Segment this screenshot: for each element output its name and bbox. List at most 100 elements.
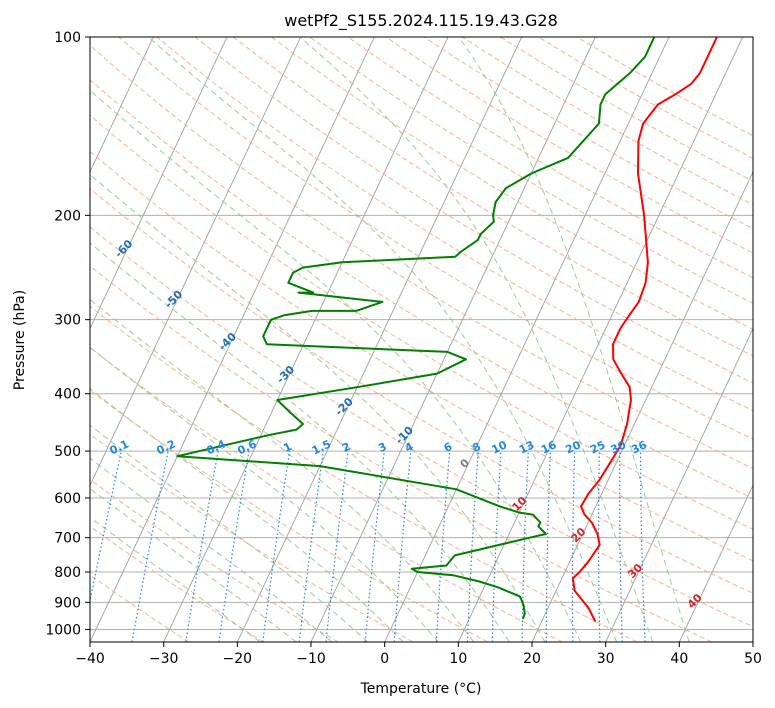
mixing-ratio-line xyxy=(90,450,122,604)
mixing-ratio-label: 1 xyxy=(281,440,293,455)
dry-adiabat-line xyxy=(90,389,488,642)
mixing-ratio-line xyxy=(571,451,576,642)
isotherm-label: -30 xyxy=(274,363,297,386)
plot-frame xyxy=(89,36,754,643)
x-tick-label: 10 xyxy=(449,651,467,667)
dry-adiabat-line xyxy=(90,433,414,642)
y-axis-ticks: 100 200 300 400 500 600 700 800 900 1000 xyxy=(45,30,90,638)
dry-adiabat-line xyxy=(309,37,753,304)
moist-adiabat-line xyxy=(90,516,261,642)
isotherm-line xyxy=(90,37,154,173)
moist-adiabat-line xyxy=(147,37,618,642)
y-tick-label: 900 xyxy=(54,595,81,611)
mixing-ratio-line xyxy=(466,451,479,642)
y-tick-label: 100 xyxy=(54,30,81,46)
x-tick-label: −20 xyxy=(223,651,253,667)
moist-adiabat-line xyxy=(90,298,475,642)
y-tick-label: 800 xyxy=(54,565,81,581)
x-axis-ticks: −40 −30 −20 −10 0 10 20 30 40 50 xyxy=(75,642,762,667)
moist-adiabat-line xyxy=(90,424,369,642)
dry-adiabat-line xyxy=(500,37,753,182)
isotherm-line xyxy=(236,37,523,642)
mixing-ratio-label: 8 xyxy=(470,440,482,455)
isotherm-line xyxy=(384,37,670,642)
isotherm-line xyxy=(163,37,449,642)
isotherm-line xyxy=(605,327,753,642)
annotation-layer: 0.10.20.40.611.52346810131620253036-100-… xyxy=(10,140,705,611)
y-tick-label: 1000 xyxy=(45,622,81,638)
dry-adiabat-line xyxy=(347,37,753,279)
isotherm-label: -10 xyxy=(393,424,416,447)
y-tick-label: 500 xyxy=(54,444,81,460)
mixing-ratio-label: 1.5 xyxy=(310,437,333,457)
mixing-ratio-line xyxy=(218,451,250,642)
mixing-ratio-line xyxy=(619,451,623,642)
moist-adiabat-line xyxy=(458,37,690,642)
isotherm-label: -50 xyxy=(162,288,185,311)
isotherm-line xyxy=(678,484,753,642)
dry-adiabat-line xyxy=(461,37,753,206)
moist-adiabat-line xyxy=(90,242,510,642)
isotherm-label: -80 xyxy=(10,140,33,163)
dry-adiabat-line xyxy=(90,574,190,642)
mixing-ratio-label: 0.4 xyxy=(205,437,228,457)
isotherm-line xyxy=(752,640,753,642)
mixing-ratio-label: 13 xyxy=(517,438,536,456)
moist-adiabat-line xyxy=(299,37,654,642)
mixing-ratio-line xyxy=(131,450,169,642)
temperature-profile-line xyxy=(571,37,718,623)
dry-adiabat-line xyxy=(538,37,753,159)
x-tick-label: 50 xyxy=(744,651,762,667)
dewpoint-profile-line xyxy=(176,37,656,620)
moist-adiabat-line xyxy=(90,388,404,642)
dry-adiabat-line xyxy=(90,79,753,499)
dry-adiabat-line xyxy=(90,478,339,642)
mixing-ratio-label: 36 xyxy=(629,438,649,456)
isotherm-line xyxy=(531,170,753,642)
mixing-ratio-line xyxy=(393,451,412,642)
mixing-ratio-line xyxy=(185,450,219,642)
x-axis-label: Temperature (°C) xyxy=(360,681,482,697)
dry-adiabat-line xyxy=(90,114,753,530)
y-axis-label: Pressure (hPa) xyxy=(12,290,28,390)
isotherm-line xyxy=(90,37,302,487)
mixing-ratio-label: 25 xyxy=(588,438,607,456)
isotherm-line xyxy=(90,37,375,642)
x-tick-label: 40 xyxy=(670,651,688,667)
mixing-ratio-label: 2 xyxy=(340,440,352,455)
mixing-ratio-line xyxy=(435,451,451,642)
moist-adiabat-line xyxy=(90,457,333,642)
isotherm-label: -60 xyxy=(112,237,135,260)
chart-title: wetPf2_S155.2024.115.19.43.G28 xyxy=(284,11,558,31)
dry-adiabat-line xyxy=(90,188,753,594)
mixing-ratio-line xyxy=(298,451,324,642)
y-tick-label: 200 xyxy=(54,208,81,224)
dry-adiabat-line xyxy=(576,37,753,137)
series-layer xyxy=(176,37,718,623)
y-tick-label: 400 xyxy=(54,387,81,403)
mixing-ratio-label: 6 xyxy=(442,440,455,455)
dry-adiabat-line xyxy=(90,44,753,470)
mixing-ratio-label: 16 xyxy=(539,438,559,456)
x-tick-label: −40 xyxy=(75,651,105,667)
mixing-ratio-label: 0.6 xyxy=(235,437,258,457)
y-tick-label: 300 xyxy=(54,313,81,329)
isotherm-label: -40 xyxy=(216,330,239,353)
dry-adiabat-line xyxy=(118,37,753,440)
y-tick-label: 600 xyxy=(54,491,81,507)
isotherm-line xyxy=(90,37,228,330)
dry-adiabat-line xyxy=(156,37,753,412)
mixing-ratio-label: 10 xyxy=(490,438,510,456)
dry-adiabat-line xyxy=(90,226,753,628)
x-tick-label: 0 xyxy=(380,651,389,667)
mixing-ratio-label: 30 xyxy=(609,438,629,456)
isotherm-line xyxy=(457,37,744,642)
x-tick-label: 20 xyxy=(523,651,541,667)
background-lines xyxy=(90,37,753,642)
moist-adiabat-line xyxy=(90,89,582,642)
dry-adiabat-line xyxy=(90,346,563,642)
dry-adiabat-line xyxy=(271,37,753,330)
x-tick-label: −30 xyxy=(149,651,179,667)
dry-adiabat-line xyxy=(232,37,753,357)
